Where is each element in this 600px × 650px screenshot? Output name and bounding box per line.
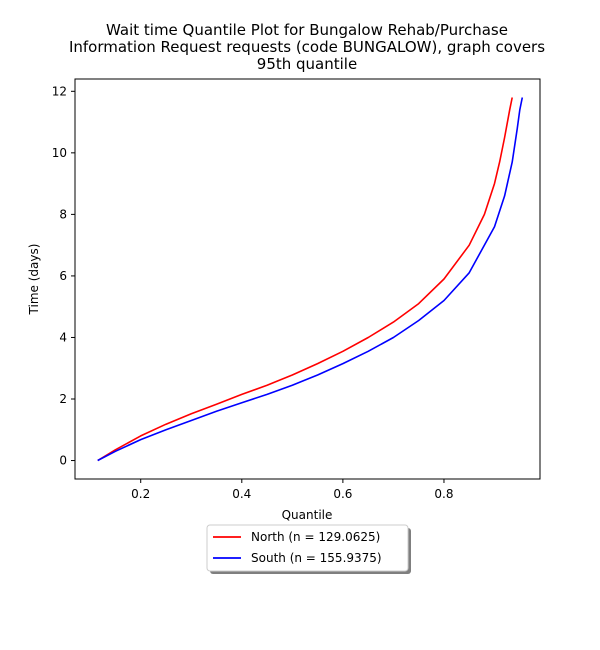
series-line-north xyxy=(97,97,513,462)
y-tick-label: 4 xyxy=(59,330,67,344)
y-axis-label: Time (days) xyxy=(27,244,41,316)
chart-title-line-2: Information Request requests (code BUNGA… xyxy=(69,38,545,56)
y-tick-label: 8 xyxy=(59,207,67,221)
series-layer xyxy=(97,97,524,462)
legend: North (n = 129.0625) South (n = 155.9375) xyxy=(206,524,411,574)
x-axis-label: Quantile xyxy=(282,508,333,522)
legend-box xyxy=(206,524,409,572)
x-tick-label: 0.6 xyxy=(333,487,352,501)
y-tick-label: 12 xyxy=(52,84,67,98)
series-line-south xyxy=(97,97,524,462)
chart-title-line-1: Wait time Quantile Plot for Bungalow Reh… xyxy=(106,21,508,39)
y-tick-label: 0 xyxy=(59,454,67,468)
x-tick-label: 0.8 xyxy=(434,487,453,501)
y-tick-label: 6 xyxy=(59,269,67,283)
legend-label: South (n = 155.9375) xyxy=(251,551,382,565)
x-tick-label: 0.2 xyxy=(131,487,150,501)
x-axis-ticks: 0.2 0.4 0.6 0.8 xyxy=(131,479,454,501)
legend-label: North (n = 129.0625) xyxy=(251,530,380,544)
chart-title-line-3: 95th quantile xyxy=(257,55,357,73)
x-tick-label: 0.4 xyxy=(232,487,251,501)
chart-title: Wait time Quantile Plot for Bungalow Reh… xyxy=(69,21,545,73)
y-tick-label: 10 xyxy=(52,146,67,160)
y-tick-label: 2 xyxy=(59,392,67,406)
plot-area-frame xyxy=(74,78,541,480)
y-axis-ticks: 0 2 4 6 8 10 12 xyxy=(52,84,75,468)
